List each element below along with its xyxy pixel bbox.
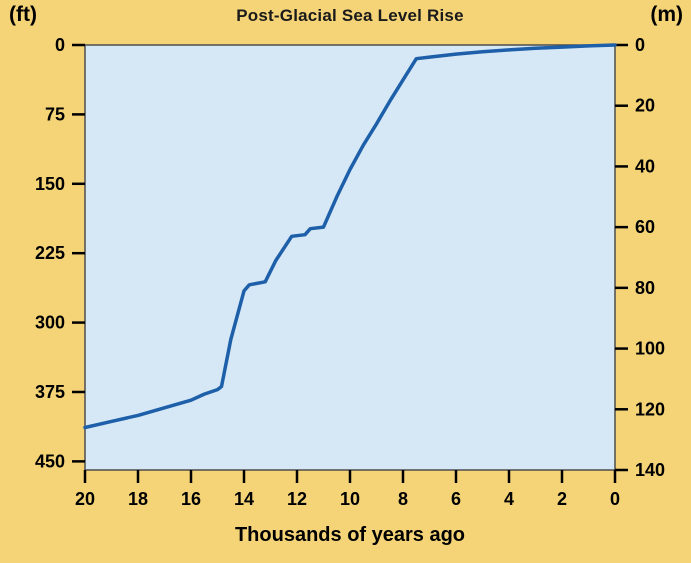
left-axis-tick-label: 225 [35, 243, 65, 263]
left-axis-tick-label: 450 [35, 451, 65, 471]
left-axis-tick-label: 150 [35, 174, 65, 194]
right-axis-unit-label: (m) [650, 3, 683, 26]
x-axis-tick-label: 16 [181, 489, 201, 509]
chart-title: Post-Glacial Sea Level Rise [236, 6, 464, 25]
x-axis-tick-label: 14 [234, 489, 254, 509]
right-axis-tick-label: 40 [635, 156, 655, 176]
x-axis-tick-label: 0 [610, 489, 620, 509]
left-axis-tick-label: 0 [55, 35, 65, 55]
x-axis-tick-label: 12 [287, 489, 307, 509]
right-axis-tick-label: 60 [635, 217, 655, 237]
right-axis-tick-label: 80 [635, 278, 655, 298]
right-axis-tick-label: 0 [635, 35, 645, 55]
left-axis-tick-label: 75 [45, 104, 65, 124]
right-axis-tick-label: 20 [635, 96, 655, 116]
left-axis-tick-label: 375 [35, 382, 65, 402]
x-axis-label: Thousands of years ago [234, 524, 466, 546]
right-axis-tick-label: 140 [635, 460, 665, 480]
x-axis-tick-label: 2 [557, 489, 567, 509]
left-axis-unit-label: (ft) [9, 3, 37, 26]
plot-background [84, 44, 616, 471]
x-axis-tick-label: 20 [75, 489, 95, 509]
x-axis-tick-label: 10 [340, 489, 360, 509]
x-axis-tick-label: 6 [451, 489, 461, 509]
x-axis-tick-label: 18 [128, 489, 148, 509]
sea-level-line [83, 43, 617, 430]
right-axis-tick-label: 100 [635, 339, 665, 359]
x-axis-tick-label: 8 [398, 489, 408, 509]
left-axis-tick-label: 300 [35, 313, 65, 333]
x-axis-tick-label: 4 [504, 489, 514, 509]
right-axis-tick-label: 120 [635, 399, 665, 419]
